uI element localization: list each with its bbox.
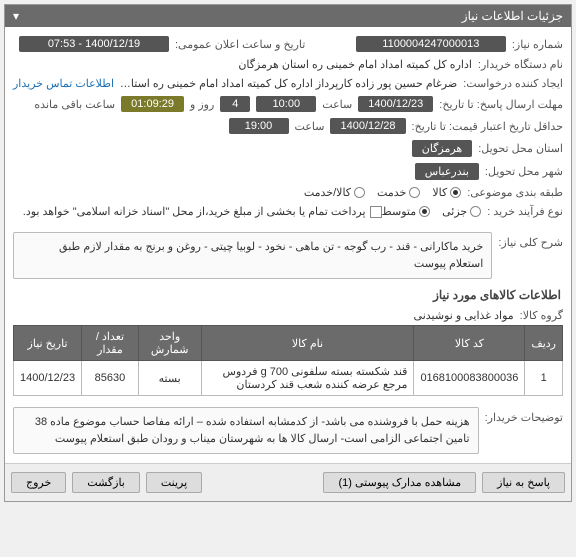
radio-both-label: کالا/خدمت	[304, 186, 351, 199]
btn-group-right: پرینت بازگشت خروج	[11, 472, 202, 493]
remain-label: ساعت باقی مانده	[34, 98, 115, 111]
city-value: بندرعباس	[415, 163, 479, 180]
creator-label: ایجاد کننده درخواست:	[463, 77, 563, 90]
category-radios: کالا خدمت کالا/خدمت	[304, 186, 461, 199]
price-valid-date: 1400/12/28	[330, 118, 405, 134]
category-label: طبقه بندی موضوعی:	[467, 186, 563, 199]
creator-value: ضرغام حسین پور زاده کارپرداز اداره کل کم…	[114, 77, 457, 90]
td-date: 1400/12/23	[14, 361, 82, 396]
th-unit: واحد شمارش	[138, 326, 201, 361]
th-date: تاریخ نیاز	[14, 326, 82, 361]
remain-time: 01:09:29	[121, 96, 184, 112]
table-header-row: ردیف کد کالا نام کالا واحد شمارش تعداد /…	[14, 326, 563, 361]
radio-both[interactable]: کالا/خدمت	[304, 186, 365, 199]
buyer-contact-link[interactable]: اطلاعات تماس خریدار	[13, 77, 114, 90]
goods-table: ردیف کد کالا نام کالا واحد شمارش تعداد /…	[13, 325, 563, 396]
days-value: 4	[220, 96, 250, 112]
province-label: استان محل تحویل:	[478, 142, 563, 155]
buyer-org-label: نام دستگاه خریدار:	[478, 58, 563, 71]
row-process: نوع فرآیند خرید : جزئی متوسط پرداخت تمام…	[13, 202, 563, 221]
row-city: شهر محل تحویل: بندرعباس	[13, 160, 563, 183]
panel-header: جزئیات اطلاعات نیاز ▾	[5, 5, 571, 27]
row-category: طبقه بندی موضوعی: کالا خدمت کالا/خدمت	[13, 183, 563, 202]
process-radios: جزئی متوسط	[382, 205, 482, 218]
need-details-panel: جزئیات اطلاعات نیاز ▾ شماره نیاز: 110000…	[4, 4, 572, 502]
th-qty: تعداد / مقدار	[82, 326, 139, 361]
radio-service[interactable]: خدمت	[377, 186, 420, 199]
row-buyer-org: نام دستگاه خریدار: اداره کل کمیته امداد …	[13, 55, 563, 74]
th-name: نام کالا	[201, 326, 414, 361]
radio-low-label: جزئی	[442, 205, 467, 218]
radio-goods-label: کالا	[432, 186, 447, 199]
td-unit: بسته	[138, 361, 201, 396]
province-value: هرمزگان	[412, 140, 473, 157]
btn-group-left: پاسخ به نیاز مشاهده مدارک پیوستی (1)	[323, 472, 565, 493]
td-row: 1	[525, 361, 563, 396]
deadline-send-time-label: ساعت	[322, 98, 352, 111]
radio-service-label: خدمت	[377, 186, 406, 199]
back-button[interactable]: بازگشت	[72, 472, 140, 493]
buyer-notes-text: هزینه حمل با فروشنده می باشد- از کدمشابه…	[13, 407, 479, 454]
attachments-button[interactable]: مشاهده مدارک پیوستی (1)	[323, 472, 476, 493]
print-button[interactable]: پرینت	[146, 472, 202, 493]
price-valid-time-label: ساعت	[295, 120, 325, 133]
announce-value: 1400/12/19 - 07:53	[19, 36, 169, 52]
treasury-checkbox[interactable]	[370, 206, 382, 218]
table-row: 1 0168100083800036 قند شکسته بسته سلفونی…	[14, 361, 563, 396]
button-bar: پاسخ به نیاز مشاهده مدارک پیوستی (1) پری…	[5, 463, 571, 501]
buyer-org-value: اداره کل کمیته امداد امام خمینی ره استان…	[238, 58, 472, 71]
row-province: استان محل تحویل: هرمزگان	[13, 137, 563, 160]
process-note: پرداخت تمام یا بخشی از مبلغ خرید،از محل …	[23, 205, 366, 218]
deadline-send-time: 10:00	[256, 96, 316, 112]
deadline-send-label: مهلت ارسال پاسخ: تا تاریخ:	[439, 98, 563, 111]
desc-text: خرید ماکارانی - قند - رب گوجه - تن ماهی …	[13, 232, 492, 279]
buyer-notes-label: توضیحات خریدار:	[485, 407, 563, 424]
td-qty: 85630	[82, 361, 139, 396]
th-row: ردیف	[525, 326, 563, 361]
price-valid-label: حداقل تاریخ اعتبار قیمت: تا تاریخ:	[412, 120, 563, 133]
row-buyer-notes: توضیحات خریدار: هزینه حمل با فروشنده می …	[13, 404, 563, 457]
need-no-label: شماره نیاز:	[512, 38, 563, 51]
announce-label: تاریخ و ساعت اعلان عمومی:	[175, 38, 305, 51]
th-code: کد کالا	[414, 326, 525, 361]
price-valid-time: 19:00	[229, 118, 289, 134]
desc-label: شرح کلی نیاز:	[498, 232, 563, 249]
row-price-valid: حداقل تاریخ اعتبار قیمت: تا تاریخ: 1400/…	[13, 115, 563, 137]
panel-body: شماره نیاز: 1100004247000013 تاریخ و ساع…	[5, 27, 571, 463]
row-creator: ایجاد کننده درخواست: ضرغام حسین پور زاده…	[13, 74, 563, 93]
goods-group-value: مواد غذایی و نوشیدنی	[414, 309, 514, 322]
row-need-no: شماره نیاز: 1100004247000013 تاریخ و ساع…	[13, 33, 563, 55]
deadline-send-date: 1400/12/23	[358, 96, 433, 112]
days-label: روز و	[190, 98, 214, 111]
need-no-value: 1100004247000013	[356, 36, 506, 52]
goods-group-label: گروه کالا:	[520, 309, 563, 322]
radio-low[interactable]: جزئی	[442, 205, 481, 218]
td-code: 0168100083800036	[414, 361, 525, 396]
collapse-icon[interactable]: ▾	[13, 9, 19, 23]
process-label: نوع فرآیند خرید :	[487, 205, 563, 218]
row-description: شرح کلی نیاز: خرید ماکارانی - قند - رب گ…	[13, 229, 563, 282]
row-deadline-send: مهلت ارسال پاسخ: تا تاریخ: 1400/12/23 سا…	[13, 93, 563, 115]
city-label: شهر محل تحویل:	[485, 165, 563, 178]
td-name: قند شکسته بسته سلفونی 700 g فردوس مرجع ع…	[201, 361, 414, 396]
radio-mid[interactable]: متوسط	[382, 205, 431, 218]
radio-mid-label: متوسط	[382, 205, 417, 218]
row-goods-group: گروه کالا: مواد غذایی و نوشیدنی	[13, 306, 563, 325]
goods-section-title: اطلاعات کالاهای مورد نیاز	[13, 282, 563, 306]
reply-button[interactable]: پاسخ به نیاز	[482, 472, 565, 493]
exit-button[interactable]: خروج	[11, 472, 66, 493]
radio-goods[interactable]: کالا	[432, 186, 461, 199]
panel-title: جزئیات اطلاعات نیاز	[462, 9, 563, 23]
